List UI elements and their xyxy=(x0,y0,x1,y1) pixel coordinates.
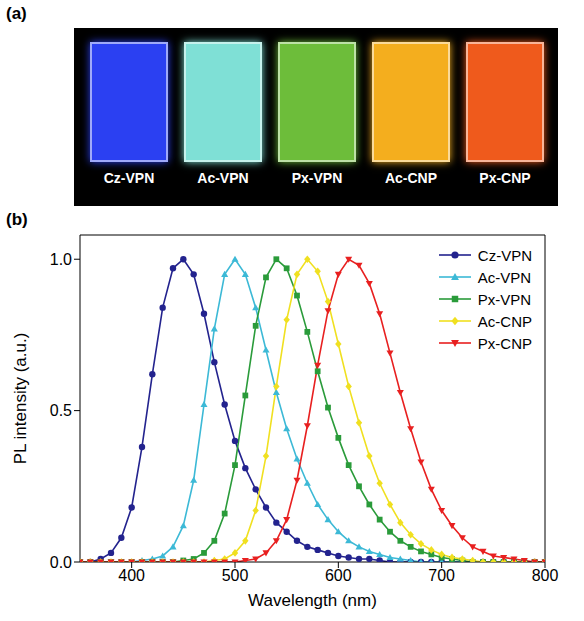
html-text:(b): (b) xyxy=(6,210,28,229)
html-text:Ac-CNP: Ac-CNP xyxy=(477,312,532,330)
html-text:Ac-CNP: Ac-CNP xyxy=(384,170,438,186)
svg-text:800: 800 xyxy=(532,567,559,584)
svg-text:1.0: 1.0 xyxy=(50,251,72,268)
svg-text:400: 400 xyxy=(118,567,145,584)
svg-text:600: 600 xyxy=(325,567,352,584)
svg-text:0.5: 0.5 xyxy=(50,402,72,419)
html-text:Px-CNP: Px-CNP xyxy=(479,170,531,186)
html-text:(a): (a) xyxy=(6,4,27,23)
html-text:Cz-VPN: Cz-VPN xyxy=(103,170,155,186)
svg-text:0.0: 0.0 xyxy=(50,554,72,571)
svg-text:PL intensity (a.u.): PL intensity (a.u.) xyxy=(11,333,30,465)
svg-text:700: 700 xyxy=(428,567,455,584)
html-text:Ac-VPN: Ac-VPN xyxy=(197,170,249,186)
html-text:Ac-VPN: Ac-VPN xyxy=(477,268,532,286)
svg-text:500: 500 xyxy=(222,567,249,584)
html-text:Px-VPN: Px-VPN xyxy=(291,170,343,186)
html-text:Cz-VPN: Cz-VPN xyxy=(477,246,532,264)
html-text:Px-VPN: Px-VPN xyxy=(477,290,532,308)
html-text:Px-CNP: Px-CNP xyxy=(477,334,532,352)
svg-text:Wavelength (nm): Wavelength (nm) xyxy=(248,591,377,610)
